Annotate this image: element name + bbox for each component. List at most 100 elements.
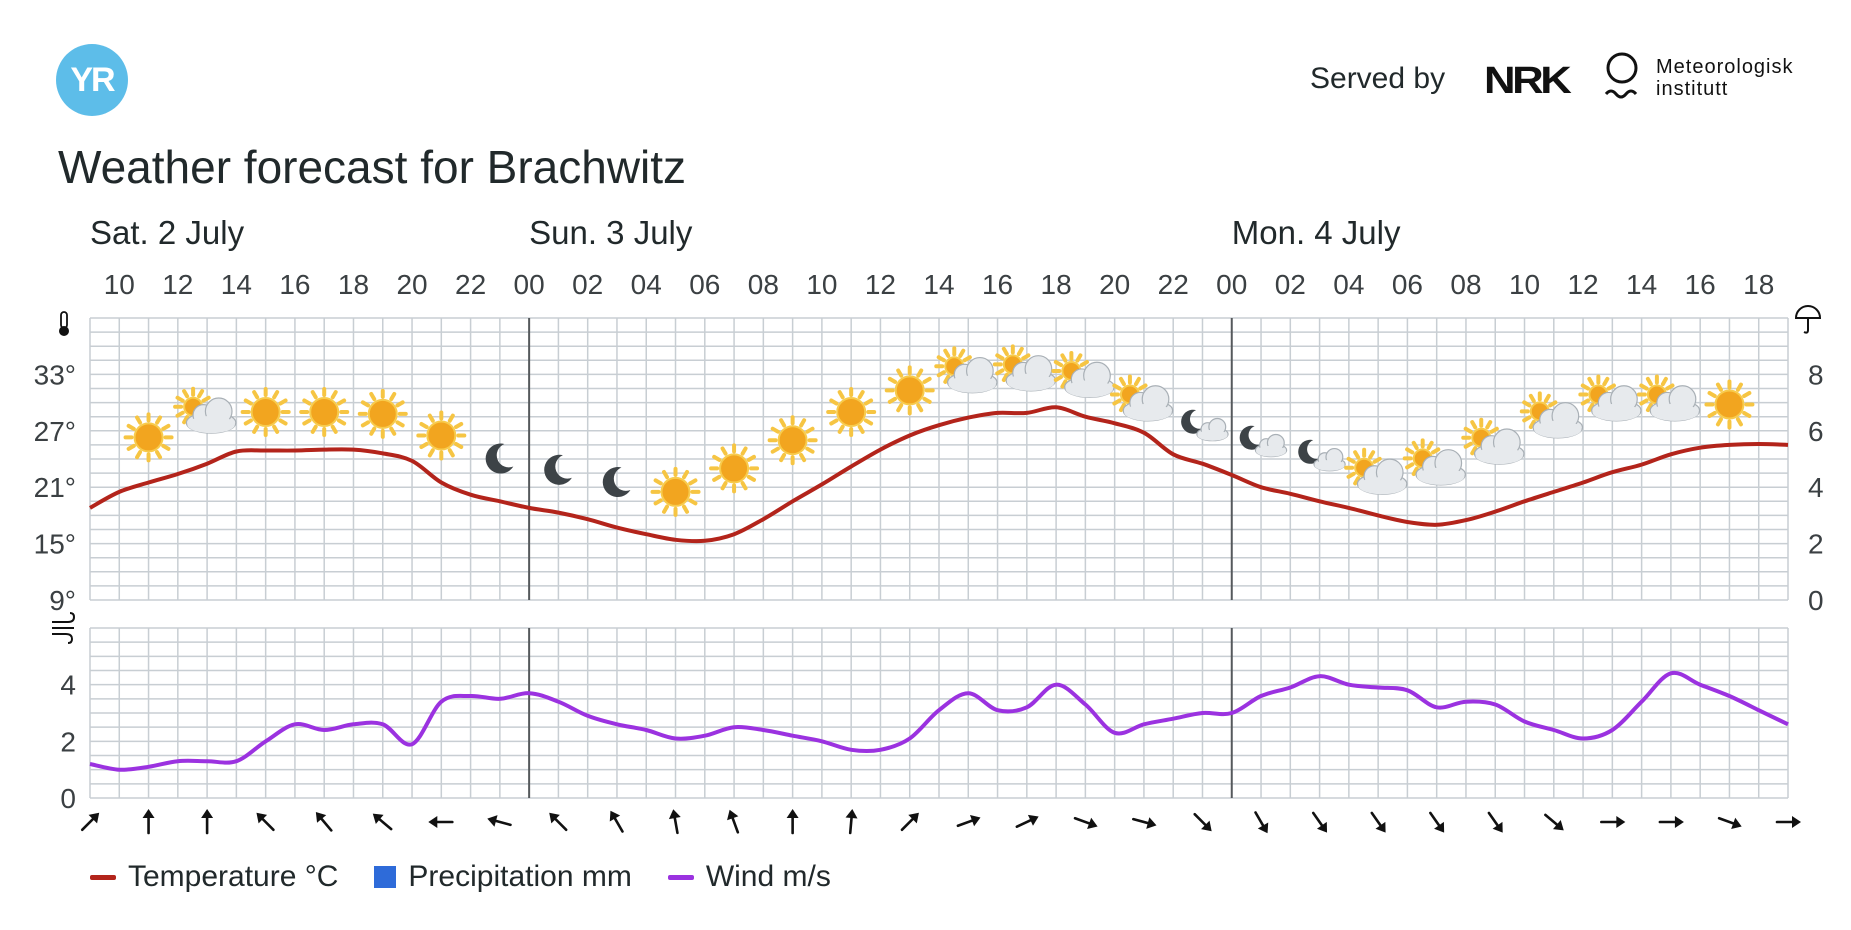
legend-swatch-wind xyxy=(667,874,694,880)
wind-direction-arrow-icon xyxy=(845,809,858,835)
wind-direction-arrow-icon xyxy=(1658,816,1684,828)
weather-symbol-partly-cloudy-day-icon xyxy=(1344,447,1408,495)
hour-tick-label: 12 xyxy=(162,269,193,300)
hour-tick-label: 10 xyxy=(104,269,135,300)
legend-label-precipitation: Precipitation mm xyxy=(408,860,632,893)
temperature-axis-label: 15° xyxy=(34,529,76,560)
legend-label-temperature: Temperature °C xyxy=(128,860,339,893)
chart-legend: Temperature °C Precipitation mm Wind m/s xyxy=(90,860,831,894)
hour-tick-label: 04 xyxy=(1333,269,1364,300)
weather-symbol-clear-day-icon xyxy=(709,443,760,494)
precipitation-axis-label: 2 xyxy=(1808,529,1824,560)
weather-symbol-partly-cloudy-day-icon xyxy=(1051,350,1115,399)
met-institute-logo[interactable]: Meteorologisk institutt xyxy=(1656,56,1794,100)
weather-symbol-partly-cloudy-night-icon xyxy=(1181,409,1229,442)
legend-swatch-precipitation xyxy=(374,866,397,888)
weather-symbol-clear-day-icon xyxy=(123,412,174,463)
hour-tick-label: 02 xyxy=(1275,269,1306,300)
wind-direction-arrow-icon xyxy=(428,816,454,828)
weather-symbol-clear-day-icon xyxy=(884,365,935,416)
temperature-axis-label: 33° xyxy=(34,359,76,390)
wind-axis-label: 4 xyxy=(60,670,76,701)
weather-symbol-clear-day-icon xyxy=(650,466,701,517)
weather-symbol-clear-day-icon xyxy=(357,388,408,439)
wind-direction-arrow-icon xyxy=(1370,811,1386,833)
hour-tick-label: 14 xyxy=(221,269,252,300)
hour-tick-label: 20 xyxy=(1099,269,1130,300)
wind-axis-label: 0 xyxy=(60,783,76,814)
temperature-axis-label: 21° xyxy=(34,472,76,503)
legend-item-wind[interactable]: Wind m/s xyxy=(667,860,831,894)
hour-tick-label: 22 xyxy=(455,269,486,300)
weather-symbol-clear-day-icon xyxy=(240,387,291,437)
wind-direction-arrow-icon xyxy=(1132,817,1157,829)
weather-symbol-partly-cloudy-day-icon xyxy=(1109,374,1174,422)
hour-tick-label: 06 xyxy=(1392,269,1423,300)
wind-direction-arrow-icon xyxy=(1015,814,1039,828)
wind-direction-arrow-icon xyxy=(315,812,333,832)
wind-direction-arrow-icon xyxy=(1717,816,1742,830)
day-label: Mon. 4 July xyxy=(1232,214,1401,251)
hour-tick-label: 14 xyxy=(1626,269,1657,300)
precipitation-axis-label: 8 xyxy=(1808,359,1824,390)
met-logo-line2: institutt xyxy=(1656,78,1729,100)
nrk-logo[interactable]: NRK xyxy=(1484,60,1572,102)
weather-symbol-clear-day-icon xyxy=(767,415,818,466)
day-label: Sat. 2 July xyxy=(90,214,245,251)
wind-direction-arrow-icon xyxy=(1487,811,1503,833)
weather-symbol-partly-cloudy-night-icon xyxy=(1239,425,1288,458)
weather-symbol-clear-night-icon xyxy=(602,467,631,498)
weather-symbol-partly-cloudy-day-icon xyxy=(1636,374,1701,422)
wind-direction-arrow-icon xyxy=(609,810,624,833)
legend-label-wind: Wind m/s xyxy=(705,860,831,893)
hour-tick-label: 06 xyxy=(689,269,720,300)
hour-tick-label: 14 xyxy=(923,269,954,300)
grid xyxy=(89,317,1789,799)
weather-symbol-partly-cloudy-day-icon xyxy=(1519,391,1584,439)
wind-direction-arrow-icon xyxy=(1775,816,1801,828)
wind-axis-label: 2 xyxy=(60,726,76,757)
hour-tick-label: 18 xyxy=(1743,269,1774,300)
legend-item-temperature[interactable]: Temperature °C xyxy=(90,860,338,894)
weather-symbol-partly-cloudy-day-icon xyxy=(1402,438,1466,486)
hour-tick-label: 10 xyxy=(806,269,837,300)
hour-tick-label: 18 xyxy=(338,269,369,300)
weather-symbol-clear-day-icon xyxy=(299,387,350,437)
forecast-chart: Sat. 2 July Sun. 3 July Mon. 4 July 10 12 14 1… xyxy=(34,214,1824,835)
hour-tick-label: 16 xyxy=(1685,269,1716,300)
weather-symbol-clear-day-icon xyxy=(416,410,467,461)
hour-tick-label: 10 xyxy=(1509,269,1540,300)
hour-tick-label: 22 xyxy=(1158,269,1189,300)
yr-logo-text: YR xyxy=(70,60,115,99)
hour-tick-label: 08 xyxy=(748,269,779,300)
wind-direction-arrow-icon xyxy=(727,809,740,834)
wind-direction-arrow-icon xyxy=(956,814,981,828)
hour-tick-label: 16 xyxy=(279,269,310,300)
wind-direction-arrow-icon xyxy=(668,809,681,835)
thermometer-icon xyxy=(59,311,69,336)
wind-direction-arrow-icon xyxy=(80,812,100,832)
hour-tick-label: 00 xyxy=(514,269,545,300)
weather-symbol-clear-night-icon xyxy=(485,443,514,474)
hour-tick-label: 02 xyxy=(572,269,603,300)
page-title: Weather forecast for Brachwitz xyxy=(58,141,687,193)
yr-logo[interactable]: YR xyxy=(56,44,128,116)
temperature-axis-label: 27° xyxy=(34,416,76,447)
precipitation-axis-label: 0 xyxy=(1808,585,1824,616)
wind-direction-arrow-icon xyxy=(1073,816,1098,830)
temperature-line xyxy=(89,405,1789,544)
hour-tick-label: 04 xyxy=(631,269,662,300)
umbrella-icon xyxy=(1794,305,1822,334)
day-label: Sun. 3 July xyxy=(529,214,693,251)
precipitation-axis-label: 4 xyxy=(1808,472,1824,503)
wind-line xyxy=(89,670,1789,772)
wind-direction-arrow-icon xyxy=(142,809,155,835)
met-institute-logo-icon xyxy=(1604,52,1638,99)
wind-direction-arrow-icon xyxy=(1429,811,1445,833)
weather-symbol-partly-cloudy-day-icon xyxy=(1461,417,1525,465)
weather-symbol-partly-cloudy-night-icon xyxy=(1298,439,1346,472)
wind-direction-arrow-icon xyxy=(549,812,568,832)
legend-item-precipitation[interactable]: Precipitation mm xyxy=(374,860,632,894)
wind-direction-arrow-icon xyxy=(1254,811,1269,834)
wind-direction-arrow-icon xyxy=(256,812,275,832)
